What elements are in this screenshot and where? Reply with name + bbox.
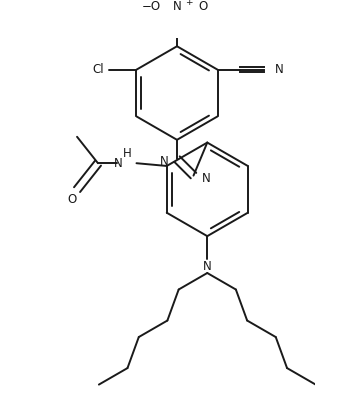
Text: N: N	[173, 0, 181, 13]
Text: N: N	[202, 172, 211, 185]
Text: N: N	[275, 63, 284, 76]
Text: N: N	[114, 157, 123, 170]
Text: O: O	[198, 0, 207, 13]
Text: O: O	[67, 193, 76, 206]
Text: +: +	[185, 0, 193, 7]
Text: N: N	[203, 260, 212, 273]
Text: Cl: Cl	[92, 63, 104, 76]
Text: N: N	[160, 155, 169, 168]
Text: −O: −O	[141, 0, 160, 13]
Text: H: H	[123, 147, 131, 160]
